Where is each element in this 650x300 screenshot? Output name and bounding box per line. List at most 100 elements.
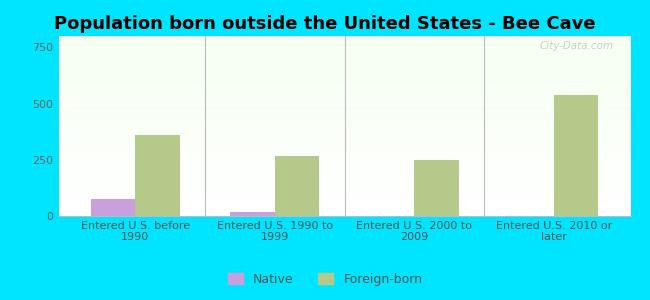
Text: Population born outside the United States - Bee Cave: Population born outside the United State…: [54, 15, 596, 33]
Bar: [58, 158, 630, 160]
Bar: [58, 67, 630, 68]
Bar: [58, 43, 630, 45]
Bar: [58, 189, 630, 191]
Bar: [58, 144, 630, 146]
Bar: [58, 47, 630, 49]
Bar: [58, 178, 630, 180]
Bar: [58, 139, 630, 140]
Bar: [58, 171, 630, 173]
Bar: [58, 74, 630, 76]
Bar: [58, 38, 630, 40]
Bar: [58, 90, 630, 92]
Bar: [58, 209, 630, 211]
Bar: [58, 58, 630, 59]
Bar: [58, 45, 630, 47]
Bar: [58, 88, 630, 90]
Bar: [58, 137, 630, 139]
Bar: [58, 135, 630, 137]
Bar: [58, 160, 630, 162]
Bar: [58, 61, 630, 63]
Bar: [58, 77, 630, 79]
Bar: [58, 115, 630, 117]
Bar: [230, 212, 275, 216]
Bar: [58, 59, 630, 61]
Bar: [58, 99, 630, 101]
Bar: [58, 130, 630, 131]
Bar: [58, 101, 630, 103]
Bar: [58, 157, 630, 158]
Bar: [58, 182, 630, 184]
Bar: [58, 128, 630, 130]
Bar: [58, 126, 630, 128]
Bar: [58, 65, 630, 67]
Bar: [58, 193, 630, 194]
Bar: [58, 40, 630, 41]
Bar: [90, 199, 135, 216]
Bar: [58, 76, 630, 77]
Bar: [58, 212, 630, 214]
Bar: [58, 211, 630, 212]
Bar: [58, 167, 630, 169]
Bar: [58, 72, 630, 74]
Bar: [58, 205, 630, 207]
Bar: [58, 149, 630, 151]
Bar: [58, 63, 630, 65]
Bar: [58, 68, 630, 70]
Bar: [58, 92, 630, 94]
Bar: [414, 160, 459, 216]
Bar: [58, 180, 630, 182]
Bar: [58, 41, 630, 43]
Bar: [58, 175, 630, 176]
Bar: [58, 106, 630, 108]
Bar: [58, 83, 630, 85]
Bar: [58, 108, 630, 110]
Bar: [58, 162, 630, 164]
Bar: [58, 151, 630, 153]
Bar: [58, 153, 630, 155]
Bar: [58, 203, 630, 205]
Bar: [58, 191, 630, 193]
Bar: [58, 200, 630, 202]
Bar: [58, 194, 630, 196]
Bar: [554, 94, 599, 216]
Bar: [58, 110, 630, 112]
Bar: [58, 124, 630, 126]
Bar: [58, 164, 630, 166]
Bar: [58, 207, 630, 209]
Bar: [58, 146, 630, 148]
Bar: [58, 54, 630, 56]
Bar: [58, 86, 630, 88]
Legend: Native, Foreign-born: Native, Foreign-born: [223, 268, 427, 291]
Bar: [58, 184, 630, 185]
Bar: [58, 166, 630, 167]
Bar: [58, 119, 630, 121]
Bar: [275, 156, 319, 216]
Bar: [58, 104, 630, 106]
Bar: [58, 185, 630, 187]
Bar: [58, 70, 630, 72]
Bar: [58, 79, 630, 81]
Bar: [58, 52, 630, 54]
Bar: [135, 135, 180, 216]
Text: City-Data.com: City-Data.com: [540, 41, 614, 51]
Bar: [58, 112, 630, 113]
Bar: [58, 122, 630, 124]
Bar: [58, 94, 630, 95]
Bar: [58, 169, 630, 171]
Bar: [58, 117, 630, 119]
Bar: [58, 196, 630, 198]
Bar: [58, 198, 630, 200]
Bar: [58, 131, 630, 133]
Bar: [58, 142, 630, 144]
Bar: [58, 187, 630, 189]
Bar: [58, 140, 630, 142]
Bar: [58, 36, 630, 38]
Bar: [58, 95, 630, 97]
Bar: [58, 155, 630, 157]
Bar: [58, 202, 630, 203]
Bar: [58, 176, 630, 178]
Bar: [58, 56, 630, 58]
Bar: [58, 81, 630, 83]
Bar: [58, 173, 630, 175]
Bar: [58, 103, 630, 104]
